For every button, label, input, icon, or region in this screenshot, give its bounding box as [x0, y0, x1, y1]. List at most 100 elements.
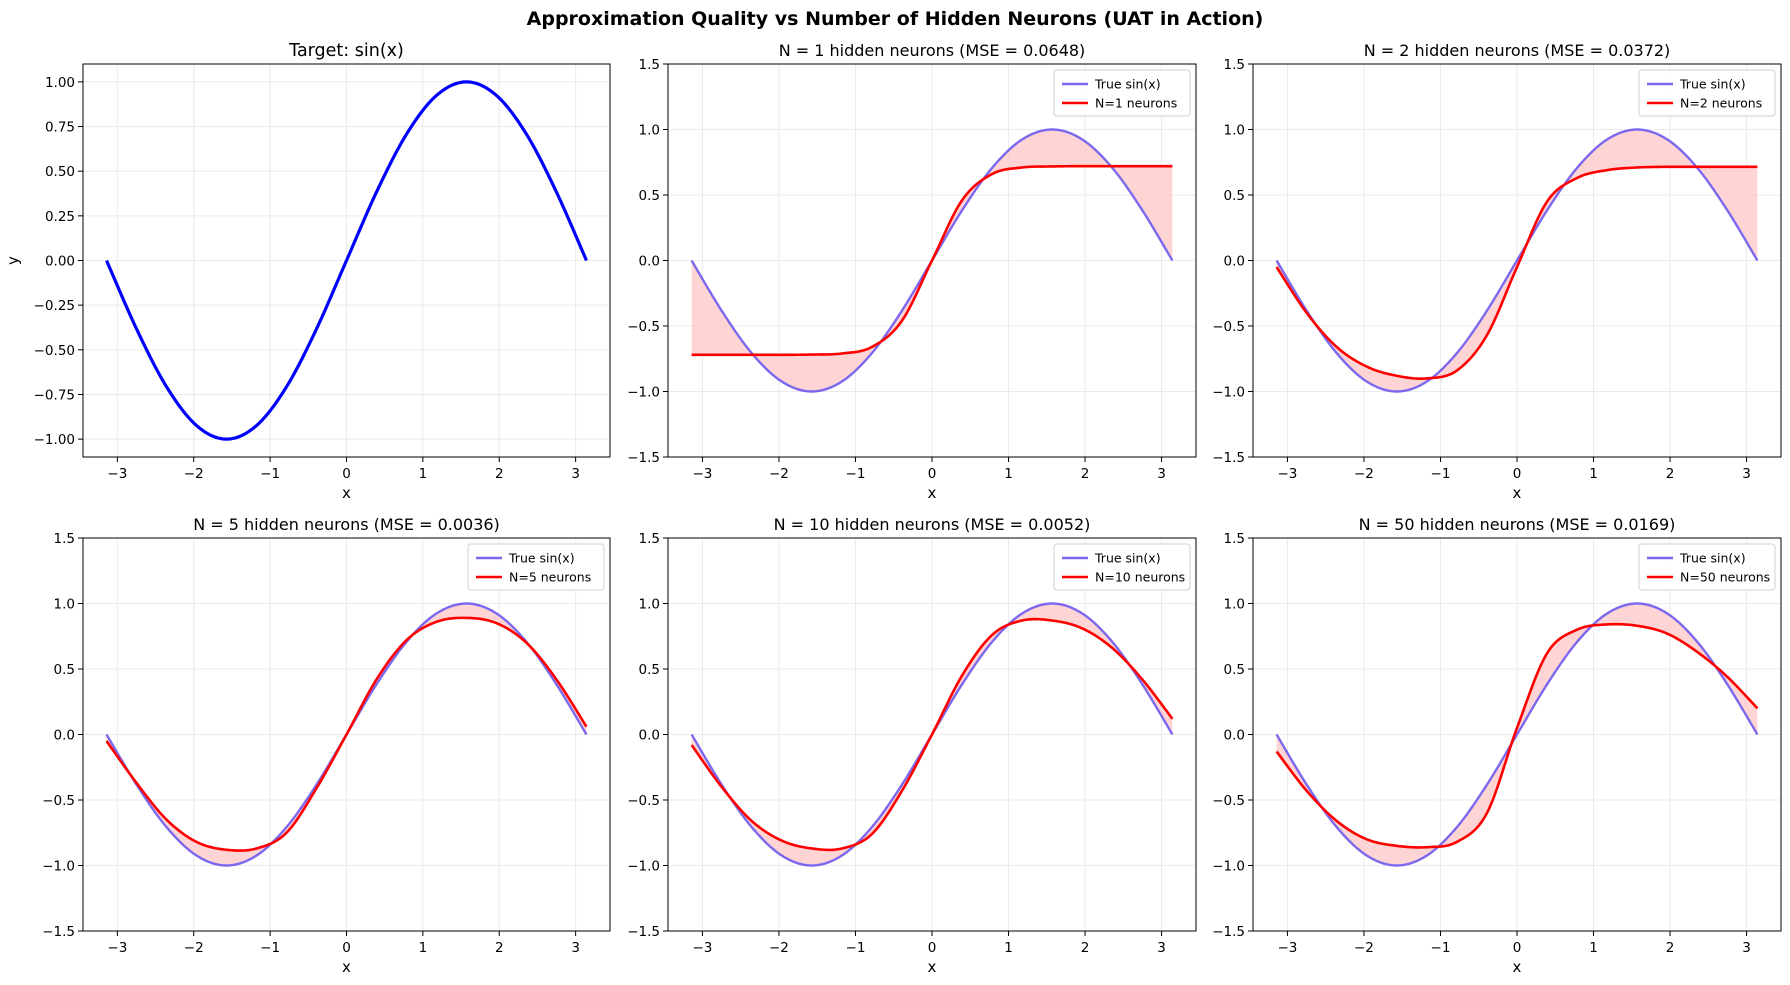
x-tick-label: 1: [419, 940, 428, 956]
approximation-line: [691, 164, 1173, 357]
y-tick-label: −1.5: [1212, 450, 1245, 466]
x-tick-label: −1: [1431, 466, 1451, 482]
legend-label: True sin(x): [508, 551, 575, 566]
approximation-line: [105, 616, 588, 852]
subplot-3: −3 −2 −1 0 1 2 3 −1.5 −1.0 −0.5 0.0 0.5 1.0 1.5 N = 2 …: [1212, 41, 1782, 502]
x-tick-label: 3: [1742, 940, 1751, 956]
x-tick-label: 0: [342, 466, 351, 482]
y-tick-label: 0.5: [639, 188, 660, 204]
x-tick-label: 2: [1666, 940, 1675, 956]
y-tick-label: 0.75: [45, 120, 75, 136]
x-tick-label: 1: [1589, 466, 1598, 482]
y-tick-label: −1.0: [627, 385, 660, 401]
legend-label: N=2 neurons: [1680, 96, 1762, 111]
y-tick-label: 1.0: [1224, 597, 1245, 613]
legend-label: True sin(x): [1094, 551, 1161, 566]
subplot-title: N = 1 hidden neurons (MSE = 0.0648): [779, 41, 1086, 60]
subplot-title: N = 5 hidden neurons (MSE = 0.0036): [193, 515, 500, 534]
y-tick-label: −0.5: [1212, 319, 1245, 335]
y-tick-label: 0.5: [54, 662, 75, 678]
y-tick-label: 1.5: [54, 531, 75, 547]
approximation-line: [690, 617, 1174, 852]
legend-label: N=10 neurons: [1095, 570, 1185, 585]
subplot-6: −3 −2 −1 0 1 2 3 −1.5 −1.0 −0.5 0.0 0.5 1.0 1.5 N = 50…: [1212, 515, 1782, 976]
y-tick-label: 0.0: [1224, 728, 1245, 744]
subplot-title: N = 10 hidden neurons (MSE = 0.0052): [774, 515, 1091, 534]
x-tick-label: 2: [1666, 466, 1675, 482]
x-tick-label: 2: [495, 940, 504, 956]
x-tick-label: 1: [1004, 940, 1013, 956]
x-axis-label: x: [928, 484, 937, 502]
y-tick-label: −0.5: [627, 793, 660, 809]
y-tick-label: −1.00: [34, 432, 75, 448]
plot-area: [105, 602, 588, 867]
y-tick-label: 0.5: [1224, 188, 1245, 204]
legend-label: N=1 neurons: [1095, 96, 1177, 111]
y-tick-label: 0.50: [45, 164, 75, 180]
y-tick-label: 1.00: [45, 75, 75, 91]
true-sin-line: [1275, 602, 1759, 867]
x-tick-label: −3: [107, 940, 127, 956]
y-tick-label: −1.5: [1212, 924, 1245, 940]
y-tick-label: 0.0: [54, 728, 75, 744]
y-tick-label: 1.0: [54, 597, 75, 613]
x-tick-label: 3: [1157, 940, 1166, 956]
legend: True sin(x) N=50 neurons: [1638, 543, 1776, 591]
figure-title: Approximation Quality vs Number of Hidde…: [527, 8, 1264, 30]
y-tick-label: −1.0: [42, 859, 75, 875]
plot-area: [1275, 602, 1759, 867]
y-tick-label: 1.5: [639, 57, 660, 73]
plot-area: [690, 128, 1174, 393]
legend-label: True sin(x): [1679, 551, 1746, 566]
y-tick-label: 0.00: [45, 254, 75, 270]
y-tick-label: 0.5: [1224, 662, 1245, 678]
y-tick-label: −1.5: [627, 924, 660, 940]
y-tick-label: 0.0: [639, 728, 660, 744]
legend-box: [1638, 543, 1776, 591]
plot-area: [105, 80, 588, 441]
legend: True sin(x) N=2 neurons: [1638, 69, 1776, 117]
x-tick-label: 0: [1513, 466, 1522, 482]
legend: True sin(x) N=10 neurons: [1053, 543, 1191, 591]
x-tick-label: 3: [571, 466, 580, 482]
x-tick-label: 0: [1513, 940, 1522, 956]
x-tick-label: 2: [1081, 466, 1090, 482]
legend-label: True sin(x): [1094, 77, 1161, 92]
x-tick-label: −2: [1354, 940, 1374, 956]
x-axis-label: x: [1513, 958, 1522, 976]
x-tick-label: −2: [1354, 466, 1374, 482]
plot-area: [1275, 128, 1759, 393]
y-tick-label: 0.5: [639, 662, 660, 678]
true-sin-line: [1275, 128, 1759, 393]
subplot-title: N = 2 hidden neurons (MSE = 0.0372): [1364, 41, 1671, 60]
y-tick-label: 0.0: [1224, 254, 1245, 270]
x-tick-label: 0: [928, 940, 937, 956]
x-tick-label: 1: [1589, 940, 1598, 956]
legend: True sin(x) N=1 neurons: [1053, 69, 1191, 117]
x-tick-label: 1: [419, 466, 428, 482]
x-tick-label: −2: [769, 466, 789, 482]
x-axis-label: x: [1513, 484, 1522, 502]
legend-box: [1053, 543, 1191, 591]
subplot-4: −3 −2 −1 0 1 2 3 −1.5 −1.0 −0.5 0.0 0.5 1.0 1.5 N = 5 …: [42, 515, 611, 976]
y-tick-label: 1.5: [1224, 531, 1245, 547]
y-tick-label: −1.5: [627, 450, 660, 466]
x-tick-label: −3: [107, 466, 127, 482]
legend-box: [1638, 69, 1776, 117]
legend-box: [467, 543, 605, 591]
y-tick-label: 1.5: [1224, 57, 1245, 73]
plot-area: [690, 602, 1174, 867]
legend-label: True sin(x): [1679, 77, 1746, 92]
y-tick-label: −1.0: [627, 859, 660, 875]
x-tick-label: −3: [692, 466, 712, 482]
x-axis-label: x: [342, 958, 351, 976]
target-sin-line: [105, 80, 588, 441]
legend: True sin(x) N=5 neurons: [467, 543, 605, 591]
y-tick-label: −1.0: [1212, 859, 1245, 875]
approximation-line: [1275, 622, 1759, 849]
y-tick-label: 1.0: [639, 597, 660, 613]
x-tick-label: −2: [184, 940, 204, 956]
y-tick-label: −0.5: [627, 319, 660, 335]
y-tick-label: −1.5: [42, 924, 75, 940]
